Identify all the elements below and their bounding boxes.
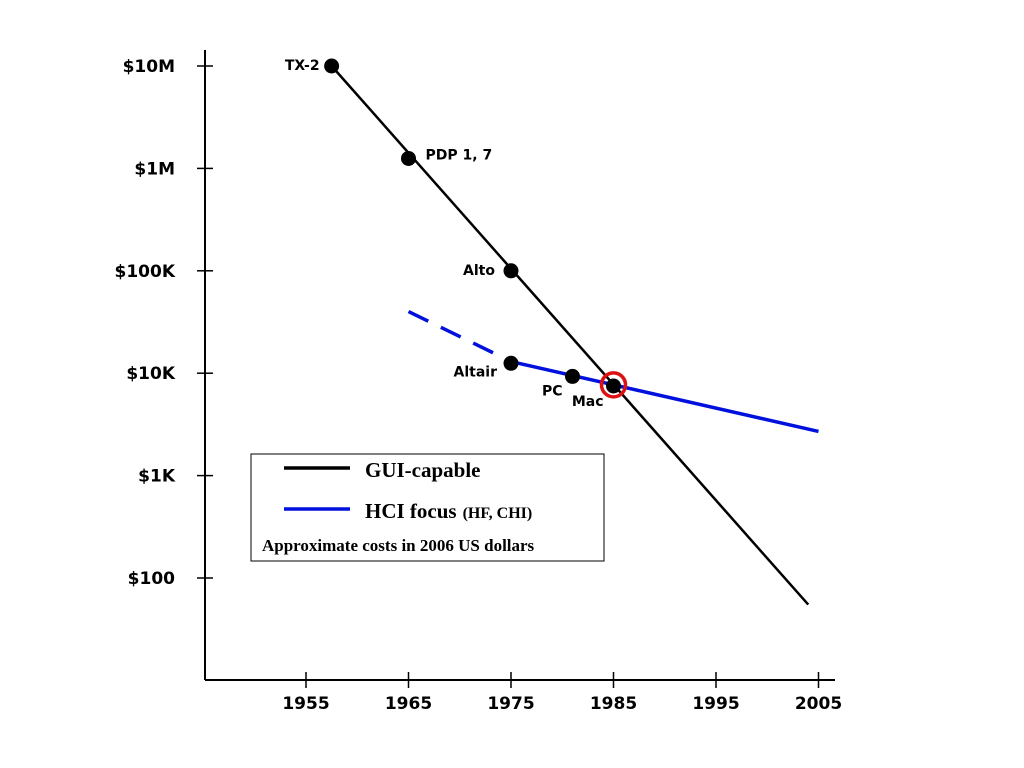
- axes: $10M $1M $100K $10K $1K $100 1955 1965 1975 1985 1…: [115, 50, 842, 714]
- gui-point: [503, 263, 519, 279]
- y-tick-label: $100K: [115, 262, 176, 282]
- legend-label-hci-main: HCI focus: [365, 499, 457, 523]
- hci-point-label: PC: [542, 383, 563, 399]
- legend: GUI-capable HCI focus (HF, CHI) Approxima…: [250, 453, 605, 562]
- x-tick-label: 1965: [385, 694, 432, 714]
- y-tick-label: $1K: [138, 467, 176, 487]
- hci-point-label: Altair: [454, 364, 498, 380]
- crossover-highlight-ring: [599, 371, 628, 399]
- legend-label-hci-suffix: (HF, CHI): [463, 505, 533, 522]
- y-tick-label: $100: [128, 569, 175, 589]
- x-tick-label: 2005: [795, 694, 842, 714]
- legend-label-gui: GUI-capable: [365, 458, 481, 482]
- gui-point-label: PDP 1, 7: [426, 147, 493, 163]
- gui-point: [324, 58, 340, 74]
- hci-point: [565, 368, 580, 384]
- series-layer: [324, 58, 819, 606]
- x-tick-label: 1975: [487, 694, 534, 714]
- gui-point-label: Alto: [463, 263, 495, 279]
- gui-point-label: TX-2: [285, 58, 320, 74]
- y-tick-label: $1M: [134, 159, 175, 179]
- x-tick-label: 1995: [692, 694, 739, 714]
- legend-label-hci: HCI focus (HF, CHI): [365, 499, 532, 523]
- y-tick-label: $10M: [123, 57, 175, 77]
- x-tick-label: 1955: [282, 694, 329, 714]
- point-labels: TX-2 PDP 1, 7 Alto Mac Altair PC: [285, 58, 604, 410]
- hci-line: [510, 359, 819, 434]
- hci-line-dashed: [407, 309, 512, 364]
- gui-point-label: Mac: [572, 394, 604, 410]
- gui-point: [401, 150, 416, 166]
- hci-point: [503, 355, 519, 371]
- legend-note: Approximate costs in 2006 US dollars: [262, 536, 535, 555]
- x-tick-label: 1985: [590, 694, 637, 714]
- y-tick-label: $10K: [126, 364, 175, 384]
- gui-point: [606, 378, 621, 394]
